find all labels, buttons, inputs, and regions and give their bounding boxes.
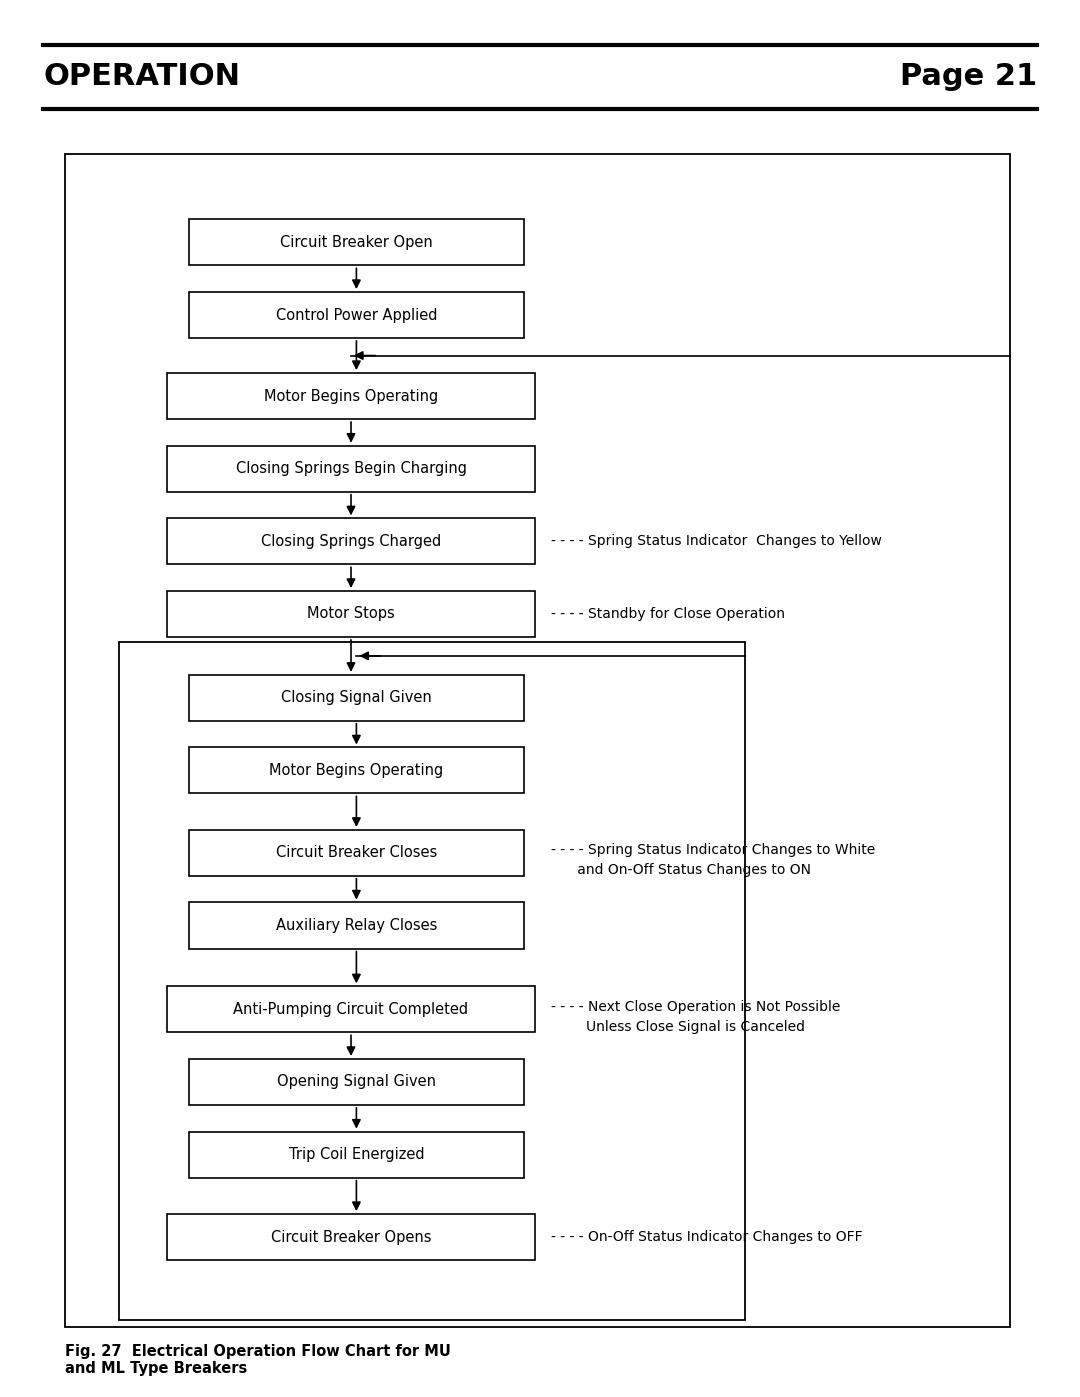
- Text: Fig. 27  Electrical Operation Flow Chart for MU
and ML Type Breakers: Fig. 27 Electrical Operation Flow Chart …: [65, 1344, 450, 1376]
- Bar: [167, 1214, 535, 1260]
- Text: Motor Begins Operating: Motor Begins Operating: [264, 388, 438, 404]
- Text: Opening Signal Given: Opening Signal Given: [276, 1074, 436, 1090]
- Text: - - - - Standby for Close Operation: - - - - Standby for Close Operation: [551, 606, 785, 622]
- Text: - - - - Spring Status Indicator  Changes to Yellow: - - - - Spring Status Indicator Changes …: [551, 534, 881, 549]
- Text: Circuit Breaker Opens: Circuit Breaker Opens: [271, 1229, 431, 1245]
- Bar: [167, 446, 535, 492]
- Text: Closing Signal Given: Closing Signal Given: [281, 690, 432, 705]
- Text: Circuit Breaker Closes: Circuit Breaker Closes: [275, 845, 437, 861]
- Text: Motor Begins Operating: Motor Begins Operating: [269, 763, 444, 778]
- Bar: [189, 1059, 524, 1105]
- Bar: [189, 675, 524, 721]
- Bar: [189, 747, 524, 793]
- Text: Trip Coil Energized: Trip Coil Energized: [288, 1147, 424, 1162]
- Bar: [167, 373, 535, 419]
- Text: Control Power Applied: Control Power Applied: [275, 307, 437, 323]
- Bar: [167, 986, 535, 1032]
- Text: Circuit Breaker Open: Circuit Breaker Open: [280, 235, 433, 250]
- Text: Auxiliary Relay Closes: Auxiliary Relay Closes: [275, 918, 437, 933]
- Bar: [167, 518, 535, 564]
- Text: Page 21: Page 21: [900, 63, 1037, 91]
- Text: Closing Springs Begin Charging: Closing Springs Begin Charging: [235, 461, 467, 476]
- Bar: [189, 902, 524, 949]
- Bar: [119, 643, 745, 1320]
- Text: Motor Stops: Motor Stops: [307, 606, 395, 622]
- Text: Closing Springs Charged: Closing Springs Charged: [261, 534, 441, 549]
- Bar: [167, 591, 535, 637]
- Text: Anti-Pumping Circuit Completed: Anti-Pumping Circuit Completed: [233, 1002, 469, 1017]
- Text: - - - - Next Close Operation is Not Possible
        Unless Close Signal is Canc: - - - - Next Close Operation is Not Poss…: [551, 1000, 840, 1034]
- Bar: [189, 1132, 524, 1178]
- Text: - - - - Spring Status Indicator Changes to White
      and On-Off Status Changes: - - - - Spring Status Indicator Changes …: [551, 844, 875, 876]
- Text: - - - - On-Off Status Indicator Changes to OFF: - - - - On-Off Status Indicator Changes …: [551, 1229, 863, 1245]
- Bar: [65, 154, 1010, 1327]
- Bar: [189, 219, 524, 265]
- Text: OPERATION: OPERATION: [43, 63, 240, 91]
- Bar: [189, 830, 524, 876]
- Bar: [189, 292, 524, 338]
